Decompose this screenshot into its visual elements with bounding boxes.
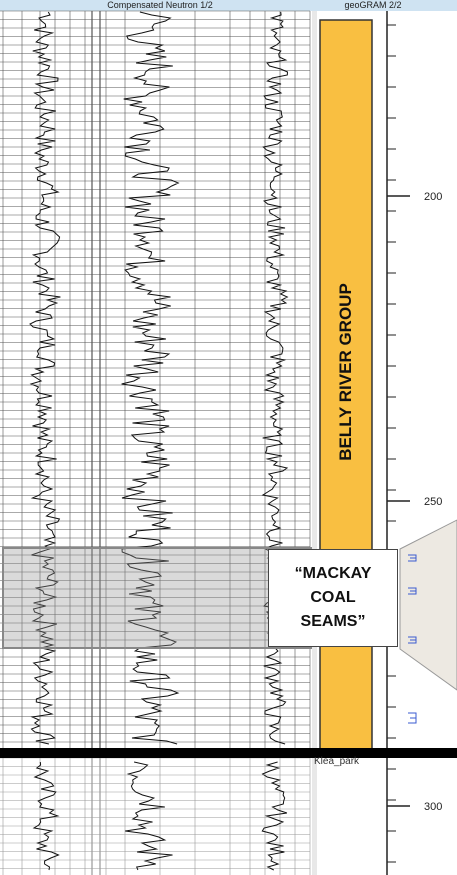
depth-label: 200 — [424, 191, 442, 203]
marker-label: Klea_park — [314, 756, 359, 767]
well-log-view: 200 250 300 Compensated Neutron 1/2 geoGRA… — [0, 0, 457, 875]
track-separator — [312, 11, 317, 875]
annotation-box: “MACKAY COAL SEAMS” — [268, 549, 398, 647]
depth-label: 250 — [424, 496, 442, 508]
tab[interactable]: geoGRAM 2/2 — [318, 0, 428, 11]
formation-label: BELLY RIVER GROUP — [336, 283, 356, 461]
tab[interactable]: Compensated Neutron 1/2 — [10, 0, 310, 11]
highlight-zone — [3, 548, 311, 648]
section-break — [0, 748, 457, 758]
depth-label: 300 — [424, 801, 442, 813]
log-canvas: 200 250 300 — [0, 0, 457, 875]
background — [0, 11, 457, 875]
